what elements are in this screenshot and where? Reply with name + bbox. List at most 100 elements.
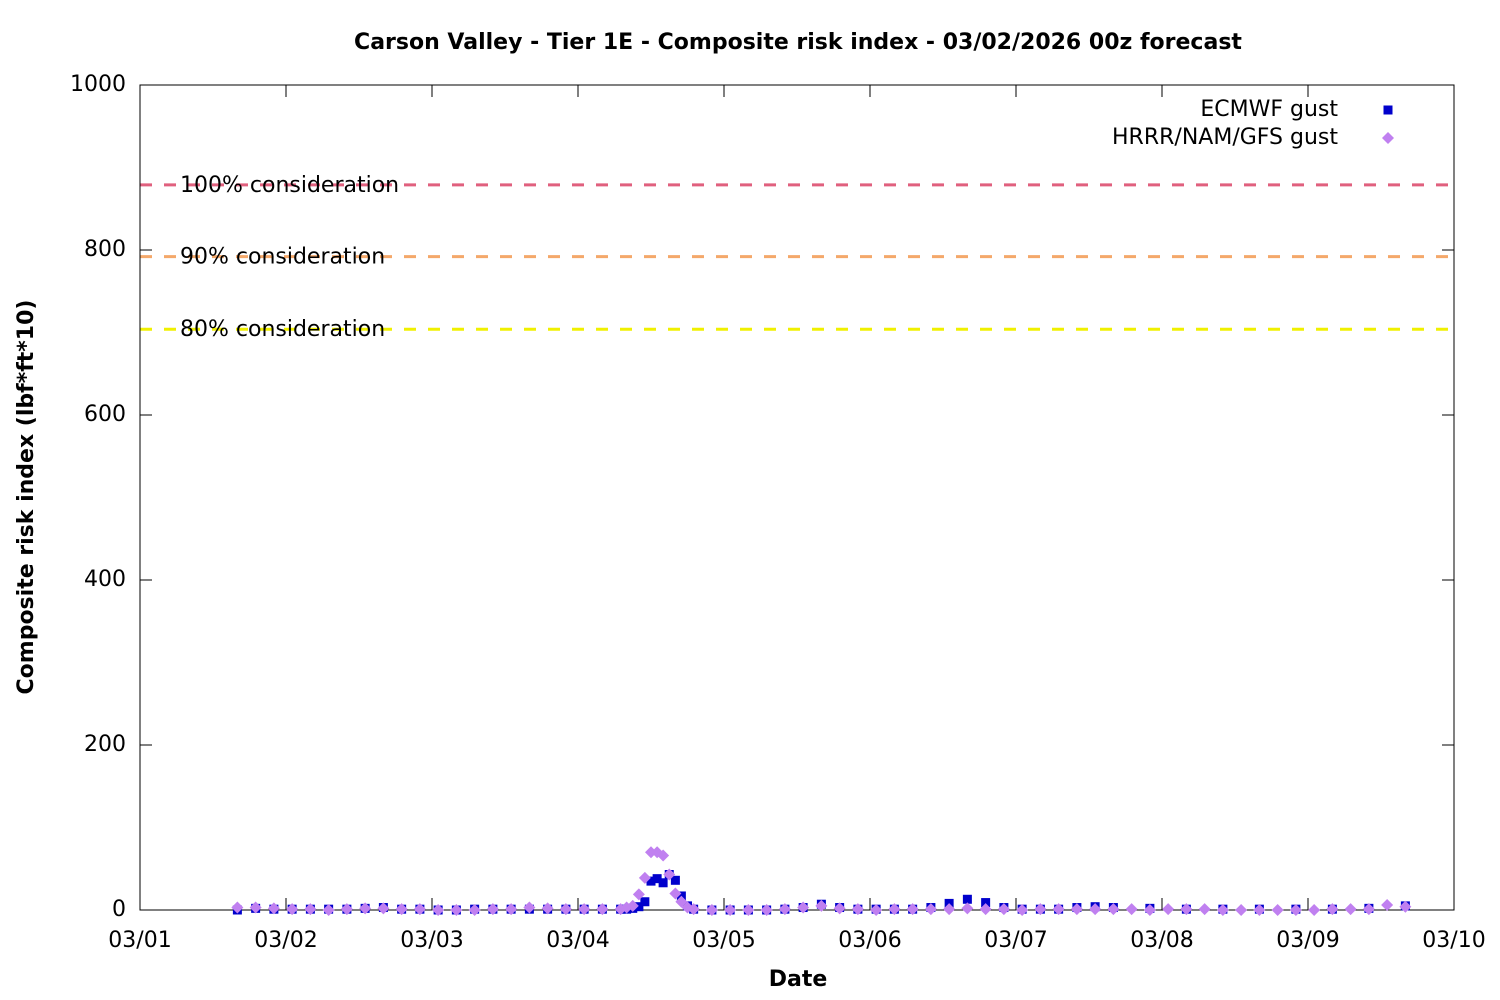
x-tick-label: 03/09 — [1276, 928, 1339, 953]
data-point — [1089, 903, 1102, 916]
data-point — [1052, 903, 1065, 916]
data-point — [906, 903, 919, 916]
data-point — [432, 904, 445, 916]
data-point — [1016, 904, 1029, 916]
data-point — [997, 903, 1010, 916]
data-point — [578, 903, 591, 916]
data-point — [638, 871, 651, 884]
data-point — [888, 903, 901, 916]
y-axis-label: Composite risk index (lbf*ft*10) — [14, 300, 39, 695]
data-point — [541, 902, 554, 915]
data-point — [670, 875, 680, 885]
data-point — [657, 849, 670, 862]
data-point — [413, 903, 426, 916]
data-point — [981, 898, 991, 908]
data-point — [1162, 903, 1175, 916]
y-tick-label: 0 — [112, 897, 126, 922]
y-tick-label: 200 — [84, 732, 126, 757]
data-point — [760, 904, 773, 916]
data-point — [815, 899, 828, 912]
data-point — [705, 904, 718, 916]
data-point — [687, 903, 700, 916]
data-point — [1289, 904, 1302, 916]
data-point — [249, 901, 262, 914]
data-point — [640, 897, 650, 907]
data-point — [1107, 903, 1120, 916]
x-tick-label: 03/02 — [254, 928, 317, 953]
data-point — [1034, 903, 1047, 916]
x-tick-label: 03/03 — [400, 928, 463, 953]
plot-frame — [139, 84, 1455, 911]
data-point — [1253, 904, 1266, 916]
data-point — [1125, 903, 1138, 916]
data-point — [943, 903, 956, 916]
x-tick-label: 03/06 — [838, 928, 901, 953]
data-point — [634, 902, 644, 912]
data-point — [1326, 903, 1339, 916]
data-point — [663, 868, 676, 881]
legend-marker — [1383, 105, 1393, 115]
x-axis-label: Date — [769, 967, 828, 992]
data-point — [778, 903, 791, 916]
data-point — [962, 894, 972, 904]
x-tick-label: 03/01 — [108, 928, 171, 953]
data-point — [231, 901, 244, 914]
data-point — [658, 878, 668, 888]
data-point — [1070, 903, 1083, 916]
legend-label: ECMWF gust — [1200, 97, 1338, 122]
legend-label: HRRR/NAM/GFS gust — [1112, 125, 1338, 150]
data-point — [961, 902, 974, 915]
data-point — [377, 902, 390, 915]
data-point — [267, 902, 280, 915]
data-point — [523, 901, 536, 914]
y-tick-label: 1000 — [70, 72, 126, 97]
data-point — [851, 903, 864, 916]
data-point — [979, 903, 992, 916]
data-point — [468, 904, 481, 916]
data-point — [1198, 903, 1211, 916]
data-point — [596, 903, 609, 916]
x-tick-label: 03/08 — [1130, 928, 1193, 953]
y-tick-label: 800 — [84, 237, 126, 262]
x-tick-label: 03/04 — [546, 928, 609, 953]
data-point — [646, 876, 656, 886]
data-point — [1381, 899, 1394, 912]
data-point — [797, 901, 810, 914]
data-point — [359, 902, 372, 915]
data-point — [395, 903, 408, 916]
data-point — [304, 903, 317, 916]
data-point — [1180, 903, 1193, 916]
data-point — [669, 887, 682, 900]
data-point — [626, 899, 639, 912]
data-point — [1344, 903, 1357, 916]
data-point — [645, 846, 657, 859]
data-point — [1308, 904, 1321, 916]
x-tick-label: 03/05 — [692, 928, 755, 953]
legend-marker — [1382, 132, 1394, 144]
data-point — [1143, 904, 1156, 916]
data-point — [924, 903, 937, 916]
reference-label: 100% consideration — [180, 173, 399, 198]
data-point — [1399, 900, 1412, 913]
data-point — [340, 903, 353, 916]
data-point — [450, 904, 463, 916]
reference-label: 80% consideration — [180, 317, 385, 342]
y-tick-label: 600 — [84, 402, 126, 427]
data-point — [742, 904, 755, 916]
data-point — [652, 874, 662, 884]
data-point — [724, 904, 737, 916]
chart-title: Carson Valley - Tier 1E - Composite risk… — [354, 30, 1242, 55]
data-point — [1362, 903, 1375, 916]
data-point — [870, 904, 883, 916]
data-point — [286, 903, 299, 916]
data-point — [322, 904, 335, 916]
data-point — [1216, 904, 1229, 916]
data-point — [833, 902, 846, 915]
data-point — [632, 888, 645, 901]
y-tick-label: 400 — [84, 567, 126, 592]
x-tick-label: 03/10 — [1422, 928, 1485, 953]
x-tick-label: 03/07 — [984, 928, 1047, 953]
reference-label: 90% consideration — [180, 245, 385, 270]
